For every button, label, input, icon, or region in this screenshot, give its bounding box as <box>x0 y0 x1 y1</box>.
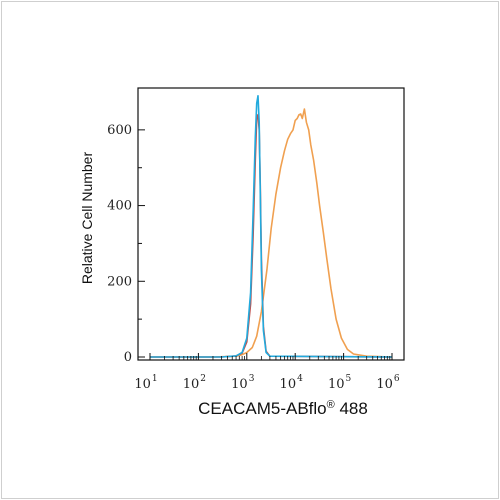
y-axis-label: Relative Cell Number <box>79 152 95 285</box>
x-axis-label: CEACAM5-ABflo® 488 <box>198 399 368 418</box>
x-tick-exponent: 3 <box>249 374 255 384</box>
y-tick-label: 0 <box>124 350 132 365</box>
y-tick-label: 600 <box>107 123 132 138</box>
x-tick-label: 104 <box>280 374 304 392</box>
x-tick-base: 10 <box>134 377 151 392</box>
x-tick-exponent: 6 <box>394 374 400 384</box>
y-tick-label: 400 <box>107 199 132 214</box>
x-tick-base: 10 <box>280 377 297 392</box>
plot-frame <box>137 87 405 361</box>
histogram-series-1 <box>150 108 393 358</box>
x-tick-base: 10 <box>328 377 345 392</box>
x-tick-exponent: 1 <box>152 374 158 384</box>
x-tick-exponent: 5 <box>346 374 352 384</box>
histogram-series-3 <box>150 95 393 358</box>
x-tick-exponent: 4 <box>297 374 303 384</box>
x-tick-label: 102 <box>183 374 206 392</box>
x-tick-label: 103 <box>231 374 255 392</box>
x-axis-label-main: CEACAM5-ABflo <box>198 399 326 418</box>
x-axis-label-mark: ® <box>327 399 335 411</box>
x-axis-label-suffix: 488 <box>335 399 368 418</box>
x-tick-base: 10 <box>183 377 200 392</box>
x-tick-base: 10 <box>376 377 393 392</box>
y-tick-label: 200 <box>107 274 132 289</box>
x-tick-label: 105 <box>328 374 352 392</box>
x-tick-label: 101 <box>134 374 157 392</box>
x-tick-exponent: 2 <box>200 374 206 384</box>
x-tick-base: 10 <box>231 377 248 392</box>
x-tick-label: 106 <box>376 374 400 392</box>
